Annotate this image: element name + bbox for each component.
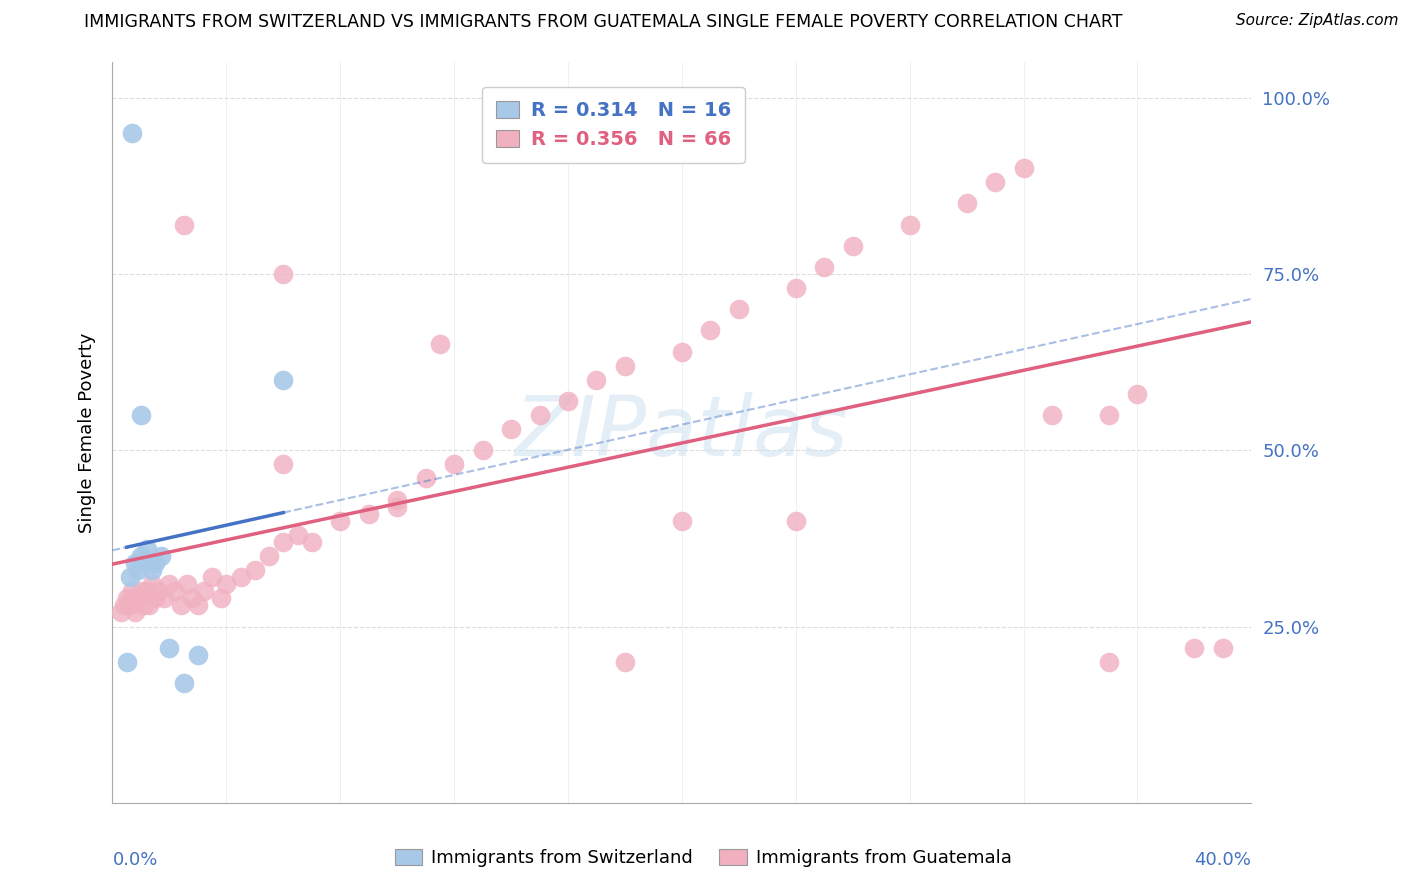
Point bbox=[159, 577, 180, 591]
Point bbox=[173, 676, 195, 690]
Point bbox=[215, 577, 238, 591]
Point bbox=[124, 556, 146, 570]
Y-axis label: Single Female Poverty: Single Female Poverty bbox=[77, 333, 96, 533]
Point bbox=[132, 556, 155, 570]
Point bbox=[301, 535, 323, 549]
Point bbox=[201, 570, 224, 584]
Point bbox=[501, 422, 523, 436]
Point bbox=[429, 337, 451, 351]
Legend: R = 0.314   N = 16, R = 0.356   N = 66: R = 0.314 N = 16, R = 0.356 N = 66 bbox=[482, 87, 745, 162]
Point bbox=[149, 549, 172, 563]
Text: 0.0%: 0.0% bbox=[112, 851, 157, 869]
Point bbox=[181, 591, 204, 606]
Point bbox=[129, 408, 152, 422]
Point bbox=[1212, 640, 1234, 655]
Point bbox=[385, 492, 409, 507]
Text: IMMIGRANTS FROM SWITZERLAND VS IMMIGRANTS FROM GUATEMALA SINGLE FEMALE POVERTY C: IMMIGRANTS FROM SWITZERLAND VS IMMIGRANT… bbox=[84, 13, 1123, 31]
Point bbox=[118, 570, 141, 584]
Point bbox=[173, 218, 195, 232]
Point bbox=[143, 556, 166, 570]
Point bbox=[329, 514, 352, 528]
Point bbox=[287, 528, 309, 542]
Point bbox=[121, 584, 143, 599]
Point bbox=[613, 359, 636, 373]
Point bbox=[271, 535, 295, 549]
Point bbox=[115, 655, 138, 669]
Point bbox=[1012, 161, 1035, 176]
Text: ZIPatlas: ZIPatlas bbox=[515, 392, 849, 473]
Point bbox=[138, 599, 160, 613]
Point bbox=[728, 302, 751, 317]
Point bbox=[529, 408, 551, 422]
Point bbox=[1098, 408, 1121, 422]
Point bbox=[1098, 655, 1121, 669]
Point bbox=[813, 260, 835, 274]
Point bbox=[170, 599, 193, 613]
Point bbox=[1040, 408, 1063, 422]
Point bbox=[257, 549, 280, 563]
Point bbox=[1184, 640, 1206, 655]
Point bbox=[121, 126, 143, 140]
Point bbox=[187, 648, 209, 662]
Point bbox=[613, 655, 636, 669]
Point bbox=[159, 640, 180, 655]
Point bbox=[271, 373, 295, 387]
Point bbox=[152, 591, 174, 606]
Point bbox=[132, 599, 155, 613]
Point bbox=[118, 599, 141, 613]
Point bbox=[129, 549, 152, 563]
Legend: Immigrants from Switzerland, Immigrants from Guatemala: Immigrants from Switzerland, Immigrants … bbox=[387, 841, 1019, 874]
Point bbox=[110, 606, 132, 620]
Point bbox=[141, 577, 163, 591]
Point bbox=[671, 514, 693, 528]
Point bbox=[699, 323, 721, 337]
Point bbox=[984, 175, 1007, 189]
Point bbox=[135, 584, 157, 599]
Point bbox=[243, 563, 266, 577]
Point bbox=[785, 514, 807, 528]
Text: 40.0%: 40.0% bbox=[1195, 851, 1251, 869]
Point bbox=[141, 563, 163, 577]
Point bbox=[271, 267, 295, 281]
Point bbox=[124, 606, 146, 620]
Point bbox=[193, 584, 215, 599]
Point bbox=[146, 584, 169, 599]
Point bbox=[127, 563, 149, 577]
Point bbox=[671, 344, 693, 359]
Point bbox=[271, 458, 295, 472]
Point bbox=[585, 373, 607, 387]
Point bbox=[1126, 387, 1149, 401]
Point bbox=[135, 541, 157, 556]
Point bbox=[127, 591, 149, 606]
Point bbox=[229, 570, 252, 584]
Point bbox=[176, 577, 198, 591]
Point bbox=[415, 471, 437, 485]
Point bbox=[112, 599, 135, 613]
Point bbox=[115, 591, 138, 606]
Point bbox=[187, 599, 209, 613]
Point bbox=[165, 584, 187, 599]
Point bbox=[357, 507, 380, 521]
Point bbox=[471, 443, 494, 458]
Point bbox=[443, 458, 465, 472]
Point bbox=[898, 218, 921, 232]
Text: Source: ZipAtlas.com: Source: ZipAtlas.com bbox=[1236, 13, 1399, 29]
Point bbox=[956, 196, 979, 211]
Point bbox=[785, 281, 807, 295]
Point bbox=[129, 584, 152, 599]
Point bbox=[841, 239, 863, 253]
Point bbox=[143, 591, 166, 606]
Point bbox=[557, 393, 579, 408]
Point bbox=[209, 591, 232, 606]
Point bbox=[385, 500, 409, 514]
